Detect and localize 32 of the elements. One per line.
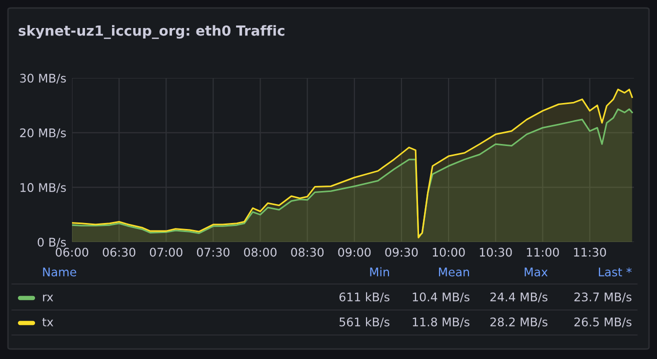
x-tick-label: 09:30 bbox=[385, 248, 418, 257]
y-tick-label: 0 B/s bbox=[38, 238, 66, 248]
text: 26.5 MB/s bbox=[574, 317, 632, 328]
y-tick-label: 30 MB/s bbox=[20, 74, 66, 84]
text: 561 kB/s bbox=[340, 317, 390, 328]
text: Min bbox=[370, 267, 389, 276]
x-tick-label: 10:30 bbox=[480, 248, 512, 257]
x-tick-label: 08:30 bbox=[291, 248, 324, 257]
y-tick-label: 10 MB/s bbox=[20, 183, 66, 193]
x-tick-label: 09:00 bbox=[338, 248, 371, 257]
text: 28.2 MB/s bbox=[490, 317, 548, 328]
text: Last * bbox=[598, 267, 632, 276]
text: 23.7 MB/s bbox=[574, 292, 632, 302]
text: Max bbox=[524, 268, 548, 276]
x-tick-label: 07:30 bbox=[196, 248, 230, 257]
legend-label: tx bbox=[42, 318, 54, 326]
x-tick-label: 06:00 bbox=[56, 248, 88, 257]
text: Name bbox=[43, 268, 76, 276]
legend-label: rx bbox=[43, 294, 54, 302]
x-tick-label: 06:30 bbox=[102, 248, 136, 257]
text: 11.8 MB/s bbox=[412, 317, 470, 328]
y-tick-label: 20 MB/s bbox=[20, 128, 66, 138]
x-tick-label: 11:00 bbox=[526, 248, 559, 257]
text: 10.4 MB/s bbox=[412, 292, 470, 302]
text: Mean bbox=[438, 268, 469, 276]
x-tick-label: 11:30 bbox=[574, 248, 606, 257]
text: 611 kB/s bbox=[339, 292, 390, 302]
x-tick-label: 08:00 bbox=[244, 248, 276, 257]
chart-title: skynet-uz1_iccup_org: eth0 Traffic bbox=[18, 25, 284, 39]
x-tick-label: 10:00 bbox=[432, 248, 465, 257]
text: 24.4 MB/s bbox=[490, 292, 548, 302]
x-tick-label: 07:00 bbox=[150, 248, 182, 257]
